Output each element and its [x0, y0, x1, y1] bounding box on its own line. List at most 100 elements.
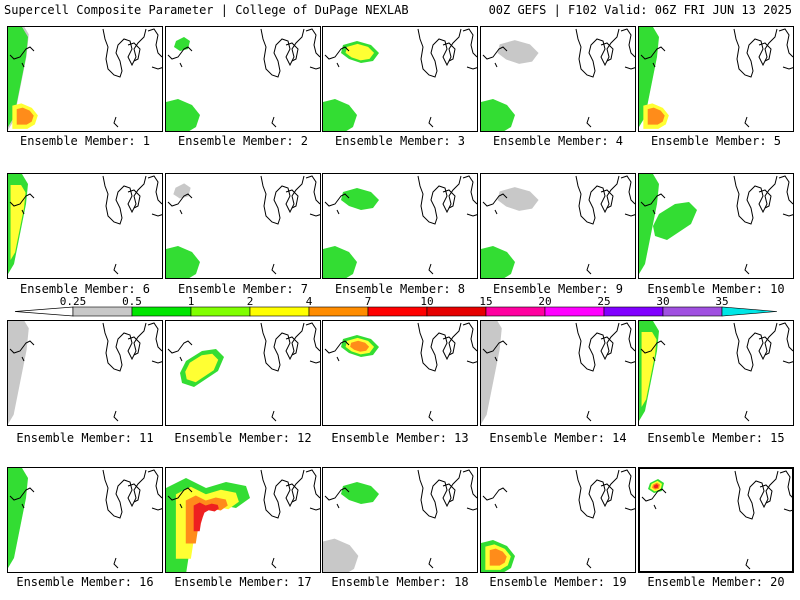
scp-shading-green [323, 99, 357, 131]
map-canvas [324, 322, 477, 422]
ensemble-panel-3[interactable] [322, 26, 478, 132]
ensemble-member-label: Ensemble Member: 13 [331, 431, 469, 445]
coastline [640, 46, 666, 60]
ensemble-member-label: Ensemble Member: 2 [177, 134, 309, 148]
ensemble-panel-12[interactable] [165, 320, 321, 426]
ensemble-member-label: Ensemble Member: 6 [19, 282, 151, 296]
coastline [782, 213, 793, 217]
coastline [624, 66, 635, 70]
coastline [782, 66, 793, 70]
colorbar-swatch-7 [367, 306, 428, 317]
ensemble-panel-13[interactable] [322, 320, 478, 426]
ensemble-member-label: Ensemble Member: 12 [174, 431, 312, 445]
coastline [417, 469, 462, 519]
coastline [113, 116, 119, 128]
ensemble-member-label: Ensemble Member: 5 [650, 134, 782, 148]
ensemble-panel-11[interactable] [7, 320, 163, 426]
coastline [305, 28, 320, 58]
colorbar-tick-label: 0.25 [60, 297, 87, 308]
coastline [336, 62, 340, 68]
colorbar-swatch-15 [485, 306, 546, 317]
coastline [428, 410, 434, 422]
ensemble-member-label: Ensemble Member: 19 [489, 575, 627, 589]
scp-shading-orange [185, 495, 228, 544]
ensemble-panel-15[interactable] [638, 320, 794, 426]
colorbar-tick-label: 7 [365, 297, 372, 308]
coastline [494, 356, 498, 362]
coastline [309, 66, 320, 70]
coastline [9, 487, 35, 501]
colorbar-tick-label: 4 [306, 297, 313, 308]
coastline [336, 209, 340, 215]
coastline [21, 503, 25, 509]
coastline [494, 209, 498, 215]
ensemble-member-label: Ensemble Member: 9 [492, 282, 624, 296]
coastline [336, 503, 340, 509]
ensemble-panel-2[interactable] [165, 26, 321, 132]
ensemble-panel-16[interactable] [7, 467, 163, 573]
ensemble-panel-1[interactable] [7, 26, 163, 132]
coastline [586, 557, 592, 569]
scp-shading-orange [16, 107, 34, 125]
coastline [21, 209, 25, 215]
coastline [641, 488, 667, 502]
scp-shading-green [639, 174, 659, 274]
coastline [462, 322, 477, 352]
colorbar-swatch-1 [190, 306, 251, 317]
ensemble-panel-7[interactable] [165, 173, 321, 279]
coastline [113, 410, 119, 422]
coastline [733, 322, 778, 372]
ensemble-panel-14[interactable] [480, 320, 636, 426]
coastline [744, 410, 750, 422]
colorbar-swatch-0.5 [131, 306, 192, 317]
coastline [442, 483, 456, 503]
coastline [305, 469, 320, 499]
coastline [102, 322, 147, 372]
ensemble-panel-17[interactable] [165, 467, 321, 573]
coastline [271, 410, 277, 422]
ensemble-panel-19[interactable] [480, 467, 636, 573]
coastline [734, 470, 779, 520]
ensemble-member-label: Ensemble Member: 17 [174, 575, 312, 589]
coastline [9, 193, 35, 207]
scp-shading-orange [350, 340, 370, 352]
coastline [324, 46, 350, 60]
coastline [305, 322, 320, 352]
coastline [600, 483, 614, 503]
scp-shading-yellow [175, 486, 239, 559]
coastline [783, 508, 792, 512]
ensemble-member-label: Ensemble Member: 18 [331, 575, 469, 589]
ensemble-panel-4[interactable] [480, 26, 636, 132]
coastline [586, 263, 592, 275]
scp-shading-gray [497, 187, 539, 211]
ensemble-panel-5[interactable] [638, 26, 794, 132]
coastline [324, 487, 350, 501]
map-canvas [167, 322, 320, 422]
ensemble-member-label: Ensemble Member: 3 [334, 134, 466, 148]
coastline [305, 175, 320, 205]
ensemble-member-label: Ensemble Member: 11 [16, 431, 154, 445]
coastline [151, 507, 162, 511]
coastline [21, 62, 25, 68]
map-canvas [323, 469, 477, 572]
coastline [336, 356, 340, 362]
ensemble-panel-18[interactable] [322, 467, 478, 573]
coastline [285, 336, 299, 356]
ensemble-panel-8[interactable] [322, 173, 478, 279]
ensemble-panel-6[interactable] [7, 173, 163, 279]
ensemble-panel-9[interactable] [480, 173, 636, 279]
coastline [442, 42, 456, 62]
scp-shading-green [174, 37, 190, 51]
map-canvas [8, 174, 162, 275]
coastline [575, 175, 620, 225]
scp-shading-yellow [345, 43, 375, 61]
scp-shading-green [323, 246, 357, 278]
coastline [9, 340, 35, 354]
coastline [271, 116, 277, 128]
ensemble-panel-10[interactable] [638, 173, 794, 279]
coastline [733, 175, 778, 225]
colorbar-tick-label: 20 [538, 297, 551, 308]
coastline [309, 360, 320, 364]
coastline [586, 410, 592, 422]
ensemble-panel-20[interactable] [638, 467, 794, 573]
